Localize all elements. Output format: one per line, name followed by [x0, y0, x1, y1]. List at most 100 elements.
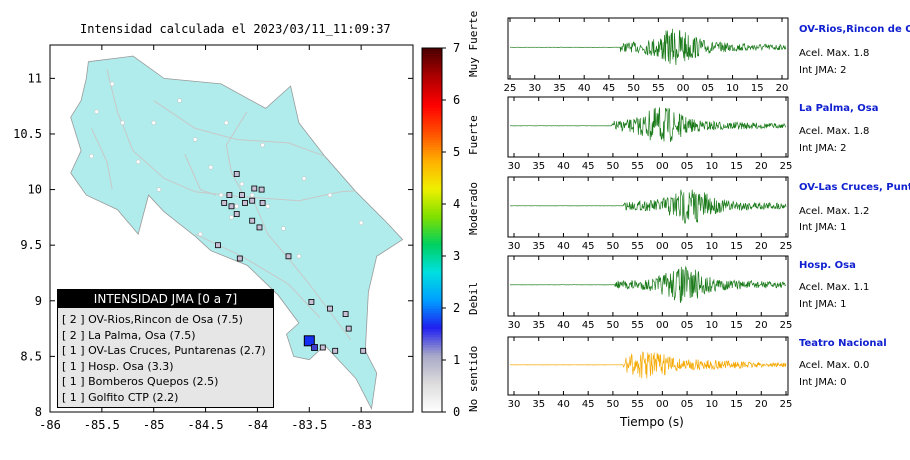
- colorbar-tick-label: 6: [453, 93, 460, 107]
- road: [251, 197, 352, 340]
- colorbar-band: [422, 79, 442, 83]
- intensity-marker: [242, 199, 248, 206]
- station-dot: [135, 159, 141, 165]
- y-tick-label: 8.5: [20, 349, 42, 363]
- colorbar-band: [422, 302, 442, 306]
- colorbar-band: [422, 217, 442, 221]
- colorbar-band: [422, 344, 442, 348]
- colorbar-band: [422, 167, 442, 171]
- colorbar-band: [422, 61, 442, 65]
- colorbar-band: [422, 183, 442, 187]
- colorbar-band: [422, 300, 442, 304]
- waveform-tick-label: 10: [726, 83, 739, 94]
- colorbar-band: [422, 253, 442, 257]
- intensity-marker: [238, 192, 245, 199]
- legend-body: [ 2 ] OV-Rios,Rincon de Osa (7.5) [ 2 ] …: [58, 308, 273, 407]
- station-dot: [296, 254, 302, 259]
- colorbar-band: [422, 406, 442, 410]
- colorbar-band: [422, 271, 442, 275]
- panel-jma-1: Int JMA: 2: [799, 143, 847, 154]
- colorbar-band: [422, 305, 442, 309]
- colorbar-band: [422, 336, 442, 340]
- intensity-marker: [226, 192, 233, 199]
- waveform-tick-label: 15: [730, 161, 743, 172]
- waveform-tick-label: 20: [755, 399, 768, 410]
- colorbar-band: [422, 115, 442, 119]
- intensity-marker: [215, 242, 221, 249]
- station-dot: [208, 165, 214, 170]
- colorbar-band: [422, 131, 442, 135]
- colorbar-tick-label: 5: [453, 145, 460, 159]
- colorbar-band: [422, 354, 442, 358]
- waveform-tick-label: 30: [508, 399, 521, 410]
- colorbar-band: [422, 214, 442, 218]
- waveform-tick-label: 00: [656, 320, 669, 331]
- colorbar-band: [422, 68, 442, 72]
- colorbar-band: [422, 172, 442, 176]
- waveform-tick-label: 15: [730, 320, 743, 331]
- intensity-marker: [311, 344, 318, 351]
- colorbar-band: [422, 323, 442, 327]
- colorbar-band: [422, 63, 442, 67]
- colorbar-band: [422, 295, 442, 299]
- waveform-tick-label: 35: [532, 399, 545, 410]
- intensity-marker: [228, 203, 235, 210]
- waveform-tick-label: 55: [652, 83, 665, 94]
- colorbar-band: [422, 149, 442, 153]
- road: [225, 111, 248, 193]
- intensity-marker: [332, 347, 339, 354]
- waveform-tick-label: 00: [656, 241, 669, 252]
- panel-title-3: Hosp. Osa: [799, 260, 856, 271]
- waveform-tick-label: 45: [582, 399, 595, 410]
- legend-row: [ 1 ] Golfito CTP (2.2): [62, 390, 179, 404]
- colorbar-band: [422, 276, 442, 280]
- colorbar-band: [422, 287, 442, 291]
- colorbar-band: [422, 191, 442, 195]
- colorbar-band: [422, 71, 442, 75]
- intensity-marker: [251, 185, 258, 192]
- station-dot: [192, 137, 198, 142]
- waveform-panel-frame: [507, 336, 789, 396]
- colorbar-band: [422, 76, 442, 80]
- colorbar-band: [422, 113, 442, 117]
- waveform-tick-label: 05: [681, 241, 694, 252]
- colorbar-band: [422, 139, 442, 143]
- panel-title-0: OV-Rios,Rincon de Osa: [799, 24, 910, 35]
- waveform-tick-label: 35: [532, 161, 545, 172]
- colorbar-band: [422, 235, 442, 239]
- station-dot: [120, 120, 125, 126]
- colorbar-band: [422, 133, 442, 137]
- y-tick-label: 9.5: [20, 238, 42, 252]
- colorbar-band: [422, 157, 442, 161]
- intensity-marker: [360, 347, 367, 354]
- waveform-tick-label: 40: [557, 320, 570, 331]
- waveform-tick-label: 20: [776, 83, 789, 94]
- colorbar-band: [422, 196, 442, 200]
- road: [106, 69, 253, 198]
- colorbar-band: [422, 126, 442, 130]
- waveform-tick-label: 00: [656, 399, 669, 410]
- intensity-marker: [233, 171, 240, 177]
- colorbar-tick-label: 0: [453, 405, 460, 419]
- colorbar-band: [422, 120, 442, 124]
- colorbar-band: [422, 347, 442, 351]
- colorbar-frame: [421, 47, 443, 413]
- colorbar-band: [422, 370, 442, 374]
- colorbar-band: [422, 201, 442, 205]
- waveform-tick-label: 50: [607, 241, 620, 252]
- waveform-tick-label: 15: [730, 241, 743, 252]
- waveform-tick-label: 10: [705, 320, 718, 331]
- colorbar-band: [422, 378, 442, 382]
- land-area: [70, 55, 404, 410]
- colorbar-band: [422, 313, 442, 317]
- colorbar-band: [422, 315, 442, 319]
- colorbar-band: [422, 58, 442, 62]
- station-dot: [94, 109, 99, 114]
- x-tick-label: -85.5: [84, 418, 120, 432]
- colorbar-band: [422, 362, 442, 366]
- colorbar-band: [422, 141, 442, 145]
- colorbar-band: [422, 66, 442, 70]
- waveform-tick-label: 00: [677, 83, 690, 94]
- colorbar-band: [422, 373, 442, 377]
- colorbar-band: [422, 198, 442, 202]
